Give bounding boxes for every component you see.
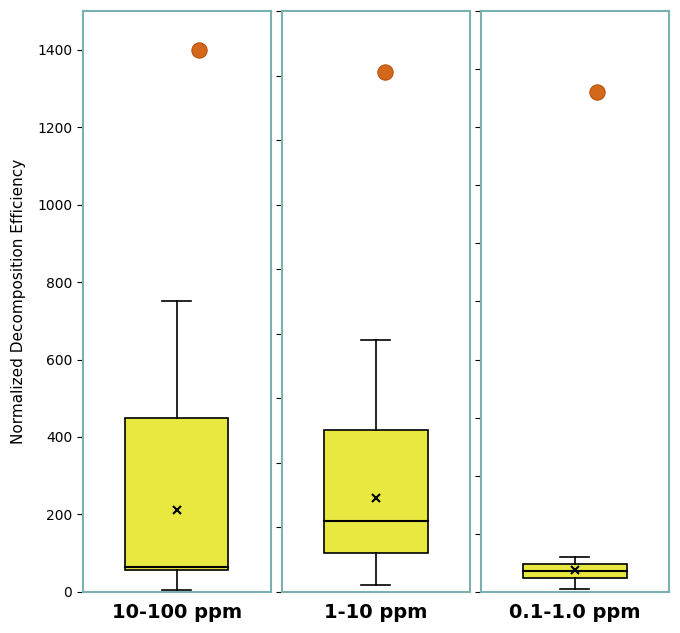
Bar <box>324 430 428 553</box>
Y-axis label: Normalized Decomposition Efficiency: Normalized Decomposition Efficiency <box>11 159 26 444</box>
Bar <box>523 564 626 578</box>
Bar <box>125 418 228 570</box>
X-axis label: 0.1-1.0 ppm: 0.1-1.0 ppm <box>509 603 641 622</box>
X-axis label: 10-100 ppm: 10-100 ppm <box>112 603 242 622</box>
X-axis label: 1-10 ppm: 1-10 ppm <box>324 603 428 622</box>
